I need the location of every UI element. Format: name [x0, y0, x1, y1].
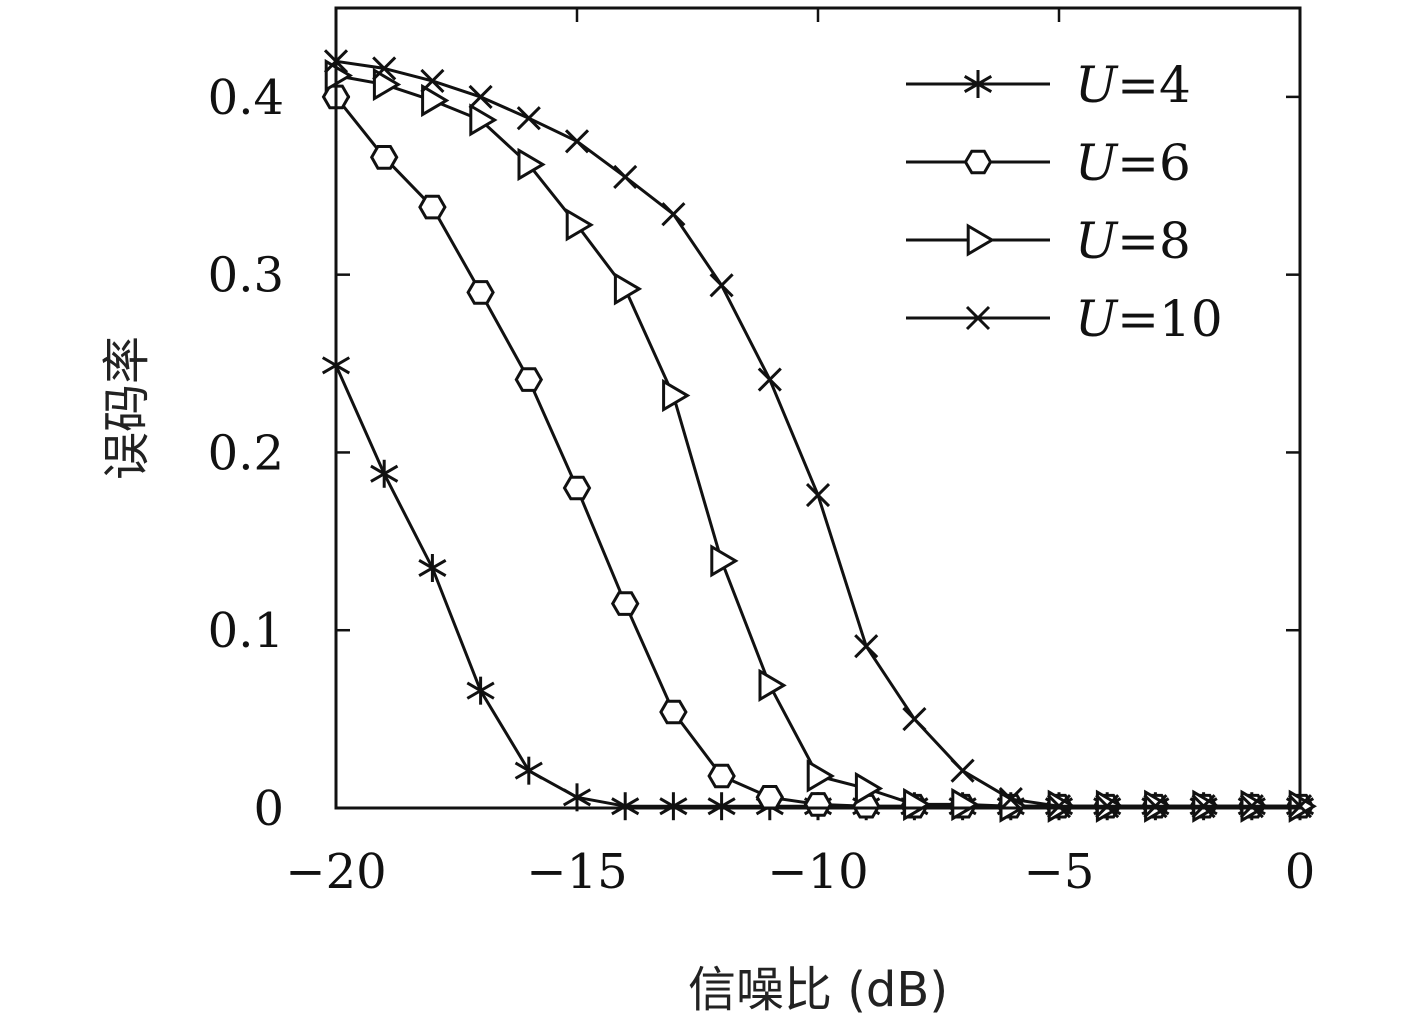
data-point [757, 367, 782, 392]
data-point [514, 367, 544, 392]
data-point [963, 70, 993, 98]
data-point [998, 787, 1023, 812]
legend-label: U=6 [1075, 134, 1191, 192]
series-u4 [321, 351, 1315, 821]
data-point [963, 149, 993, 175]
data-point [662, 378, 691, 413]
data-point [514, 756, 543, 785]
legend-label: U=10 [1075, 290, 1223, 348]
y-tick-label: 0.4 [208, 70, 284, 126]
data-point [902, 707, 927, 732]
y-axis-label: 误码率 [99, 336, 155, 480]
data-point [517, 147, 546, 182]
data-point [420, 68, 445, 93]
series-layer [321, 49, 1317, 823]
data-point [659, 699, 688, 725]
data-point [466, 280, 495, 305]
data-point [562, 475, 592, 501]
series-u6 [321, 84, 1315, 819]
data-point [951, 787, 980, 822]
y-tick-label: 0.1 [208, 603, 284, 659]
data-point [418, 554, 447, 582]
data-point [565, 208, 594, 242]
data-point [611, 792, 640, 821]
x-tick-label: 0 [1285, 844, 1316, 900]
legend-item: U=6 [906, 134, 1191, 192]
data-point [710, 544, 739, 578]
legend-item: U=4 [906, 56, 1191, 114]
data-point [1046, 794, 1072, 819]
data-point [854, 634, 879, 659]
data-point [806, 759, 835, 793]
data-point [758, 668, 787, 702]
data-point [469, 103, 498, 137]
data-point [421, 83, 450, 118]
y-tick-label: 0.2 [208, 425, 284, 481]
data-point [1095, 794, 1120, 819]
legend-item: U=8 [906, 212, 1191, 270]
x-tick-label: −15 [526, 844, 627, 900]
data-point [966, 223, 995, 257]
data-point [965, 305, 991, 331]
data-point [709, 273, 734, 298]
legend-label: U=8 [1075, 212, 1191, 270]
x-tick-label: −20 [285, 844, 386, 900]
data-point [854, 771, 884, 806]
data-point [564, 129, 590, 154]
data-point [370, 459, 399, 488]
data-point [324, 58, 353, 93]
data-point [803, 792, 833, 817]
series-u10 [323, 49, 1313, 819]
data-point [1239, 794, 1264, 819]
data-point [372, 56, 397, 81]
x-tick-label: −5 [1024, 844, 1095, 900]
data-point [372, 67, 402, 102]
data-point [613, 272, 643, 306]
data-point [1143, 794, 1168, 819]
data-point [805, 483, 831, 508]
data-point [369, 145, 399, 170]
data-point [707, 792, 736, 821]
data-point [661, 202, 686, 227]
data-point [1191, 794, 1216, 819]
data-point [516, 106, 541, 131]
series-u8 [324, 58, 1317, 823]
y-tick-label: 0.3 [208, 248, 284, 304]
data-point [950, 758, 975, 783]
legend-label: U=4 [1075, 56, 1191, 114]
data-point [755, 785, 785, 810]
data-point [466, 676, 495, 705]
legend-item: U=10 [906, 290, 1223, 348]
data-point [468, 84, 493, 109]
y-tick-label: 0 [253, 781, 284, 837]
x-tick-label: −10 [767, 844, 868, 900]
data-point [613, 164, 638, 189]
x-axis-label: 信噪比 (dB) [688, 962, 948, 1018]
plot-frame [334, 6, 1302, 810]
data-point [610, 591, 640, 616]
series-line [334, 364, 1300, 808]
axis-ticks: −20 −15 −10 −5 0 0 0.1 0.2 0.3 0.4 [208, 8, 1316, 900]
data-point [418, 194, 447, 220]
data-point [659, 792, 688, 821]
data-point [707, 763, 736, 789]
data-point [903, 787, 932, 822]
legend: U=4 U=6 U=8 U=10 [906, 56, 1223, 348]
